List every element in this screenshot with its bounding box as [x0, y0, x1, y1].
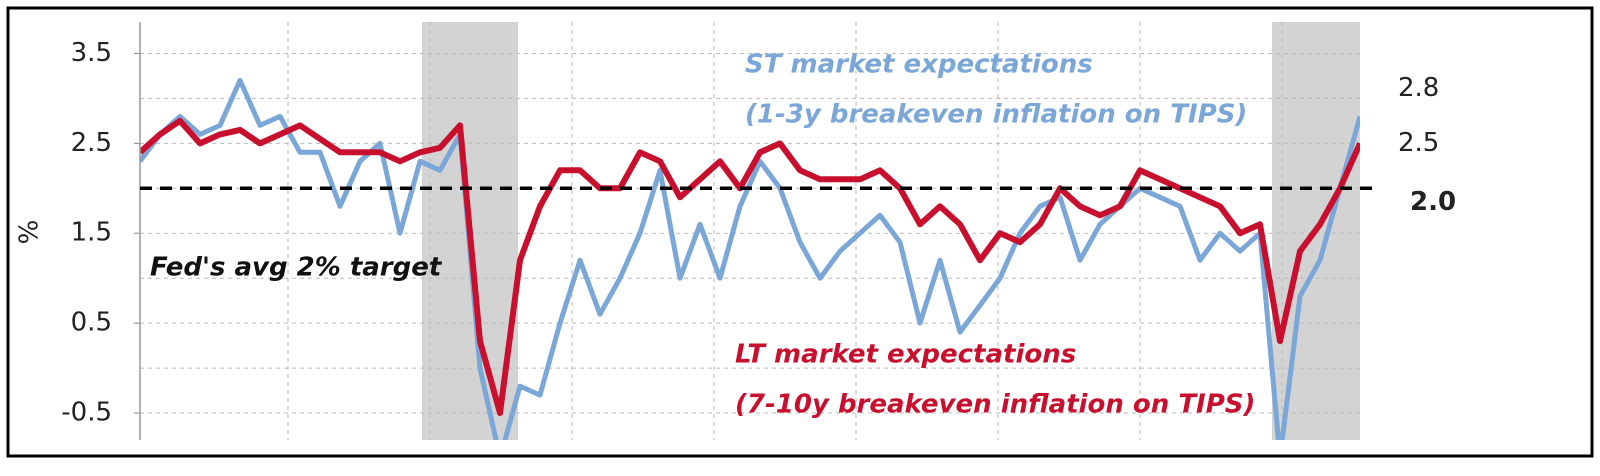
y-tick-label: 0.5 [71, 308, 112, 338]
y-tick-label: 1.5 [71, 218, 112, 248]
end-value-label: 2.8 [1398, 73, 1439, 103]
y-tick-label: 3.5 [71, 38, 112, 68]
end-value-label: 2.5 [1398, 128, 1439, 158]
series-line [140, 77, 1360, 440]
reference-label: 2.0 [1410, 187, 1456, 217]
y-axis-label: % [15, 220, 45, 245]
series-annotation: (7-10y breakeven inflation on TIPS) [735, 390, 1255, 420]
y-tick-label: -0.5 [61, 398, 112, 428]
series-line [140, 117, 1360, 416]
series-annotation: (1-3y breakeven inflation on TIPS) [745, 100, 1247, 130]
reference-annotation: Fed's avg 2% target [150, 253, 443, 283]
y-tick-label: 2.5 [71, 128, 112, 158]
plot-area [140, 22, 1360, 440]
series-annotation: ST market expectations [745, 50, 1093, 80]
series-annotation: LT market expectations [735, 340, 1076, 370]
